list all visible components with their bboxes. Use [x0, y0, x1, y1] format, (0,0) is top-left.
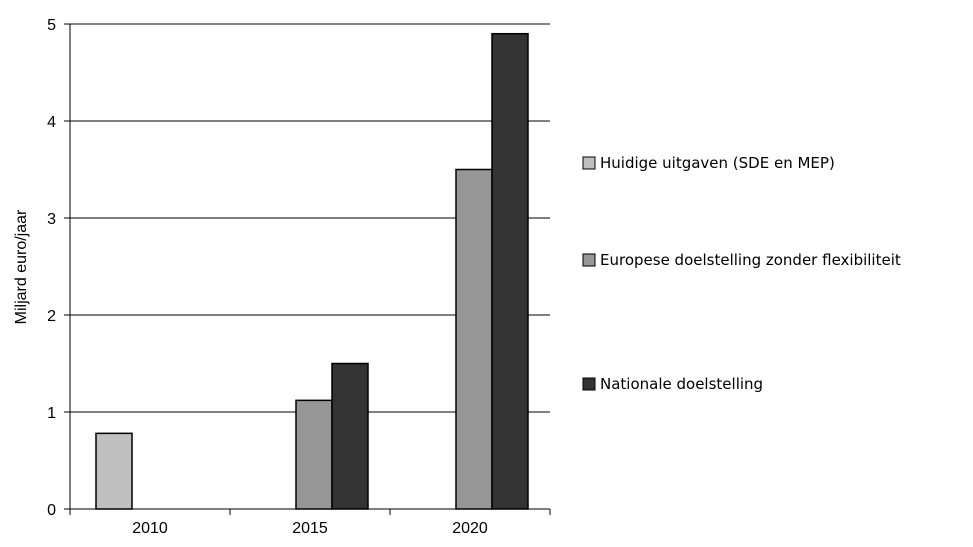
legend: Huidige uitgaven (SDE en MEP) Europese do…	[582, 154, 901, 393]
legend-swatch	[582, 377, 596, 391]
y-tick-label: 4	[47, 114, 56, 131]
legend-swatch	[582, 253, 596, 267]
legend-label: Nationale doelstelling	[600, 375, 763, 393]
x-tick-label: 2015	[292, 520, 328, 537]
bar	[491, 32, 529, 510]
bar	[295, 399, 333, 510]
bar	[95, 432, 133, 510]
legend-label: Europese doelstelling zonder flexibilite…	[600, 251, 901, 269]
y-axis-title: Miljard euro/jaar	[13, 209, 30, 324]
legend-swatch	[582, 156, 596, 170]
x-tick-label: 2020	[452, 520, 488, 537]
bars	[95, 32, 529, 510]
x-tick-labels: 2010 2015 2020	[132, 520, 488, 537]
legend-label: Huidige uitgaven (SDE en MEP)	[600, 154, 835, 172]
bar	[455, 168, 493, 510]
y-tick-label: 0	[47, 502, 56, 519]
y-tick-label: 5	[47, 17, 56, 34]
y-tick-label: 2	[47, 308, 56, 325]
bar	[331, 362, 369, 510]
x-tick-label: 2010	[132, 520, 168, 537]
axes	[64, 23, 551, 515]
y-tick-labels: 0 1 2 3 4 5	[47, 17, 56, 519]
y-tick-label: 3	[47, 211, 56, 228]
y-tick-label: 1	[47, 405, 56, 422]
